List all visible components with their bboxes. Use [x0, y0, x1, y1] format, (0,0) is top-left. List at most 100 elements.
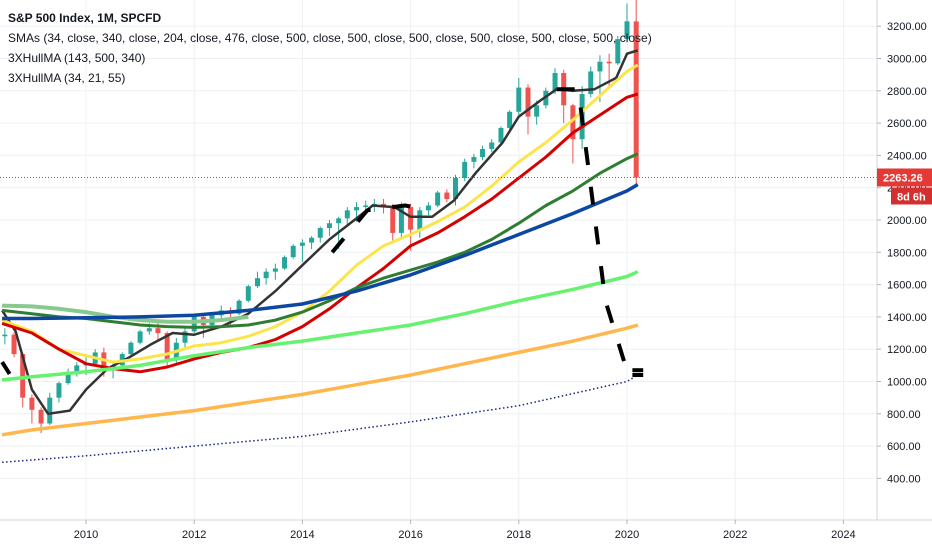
candle-body	[498, 127, 504, 143]
candle-body	[588, 71, 594, 95]
candle-body	[191, 316, 197, 332]
candle-body	[462, 161, 468, 179]
indicator-legend-hull-2[interactable]: 3XHullMA (34, 21, 55)	[8, 71, 126, 85]
price-badges: 2263.26 8d 6h	[877, 168, 932, 205]
candle-body	[38, 409, 44, 424]
candle-body	[137, 331, 143, 343]
indicator-line-7	[1, 323, 639, 437]
candle-body	[65, 371, 71, 384]
candle-body	[254, 278, 260, 287]
candle-body	[480, 148, 486, 158]
candle-body	[615, 39, 621, 64]
candle-body	[597, 61, 603, 72]
candle-body	[2, 334, 8, 337]
candle-body	[471, 157, 477, 162]
y-tick-label: 2800.00	[887, 86, 927, 98]
indicator-lines	[0, 49, 644, 464]
indicator-line-0	[1, 49, 639, 416]
candle-body	[263, 271, 269, 279]
candle-body	[408, 207, 414, 230]
indicator-line-11	[556, 87, 627, 363]
candle-body	[525, 87, 531, 117]
indicator-line-6	[1, 270, 639, 382]
x-tick-label: 2016	[398, 529, 422, 541]
countdown-badge	[891, 187, 932, 205]
candle-body	[363, 205, 369, 208]
candle-body	[317, 228, 323, 238]
candle-body	[11, 334, 17, 355]
candle-body	[29, 397, 35, 410]
y-tick-label: 2400.00	[887, 150, 927, 162]
indicator-line-3	[1, 152, 639, 329]
candle-body	[444, 192, 450, 200]
indicator-legend-hull-1[interactable]: 3XHullMA (143, 500, 340)	[8, 51, 146, 65]
candle-body	[74, 365, 80, 372]
candle-body	[128, 342, 134, 355]
candle-body	[344, 210, 350, 219]
grid	[0, 0, 877, 520]
candle-body	[299, 242, 305, 246]
candle-body	[453, 178, 459, 200]
candle-body	[606, 61, 612, 64]
y-tick-label: 1400.00	[887, 312, 927, 324]
candle-body	[570, 105, 576, 140]
chart-title[interactable]: S&P 500 Index, 1M, SPCFD	[8, 11, 162, 25]
y-tick-label: 600.00	[887, 441, 921, 453]
candle-body	[164, 333, 170, 359]
candle-body	[624, 21, 630, 40]
candle-body	[282, 257, 288, 269]
candle-body	[417, 210, 423, 230]
candle-body	[245, 286, 251, 301]
x-tick-label: 2014	[290, 529, 314, 541]
y-tick-label: 2600.00	[887, 118, 927, 130]
y-tick-label: 1000.00	[887, 377, 927, 389]
candle-body	[146, 328, 152, 332]
y-tick-label: 3400.00	[887, 0, 927, 1]
y-tick-label: 2000.00	[887, 215, 927, 227]
indicator-line-9	[0, 361, 12, 377]
candle-body	[56, 383, 62, 398]
candle-body	[309, 237, 315, 243]
candle-body	[326, 223, 332, 229]
y-tick-label: 800.00	[887, 409, 921, 421]
x-tick-label: 2022	[723, 529, 747, 541]
candle-body	[552, 73, 558, 91]
candle-body	[435, 192, 441, 206]
candle-body	[354, 207, 359, 211]
x-tick-label: 2018	[507, 529, 531, 541]
x-tick-label: 2010	[74, 529, 98, 541]
candle-body	[516, 87, 522, 112]
indicator-line-5	[2, 182, 639, 321]
indicator-legend-smas[interactable]: SMAs (34, close, 340, close, 204, close,…	[8, 31, 652, 45]
candle-body	[336, 218, 342, 224]
candle-body	[182, 331, 188, 343]
y-tick-label: 400.00	[887, 473, 921, 485]
indicator-line-8	[2, 374, 639, 464]
candle-body	[272, 268, 278, 272]
y-tick-label: 3200.00	[887, 21, 927, 33]
x-tick-label: 2020	[615, 529, 639, 541]
candle-body	[290, 245, 296, 258]
candle-body	[534, 105, 540, 117]
y-tick-label: 1600.00	[887, 280, 927, 292]
candle-body	[47, 397, 53, 424]
candle-body	[20, 354, 26, 398]
candle-body	[507, 111, 513, 128]
y-tick-label: 1200.00	[887, 344, 927, 356]
y-tick-label: 1800.00	[887, 247, 927, 259]
candle-body	[398, 207, 404, 233]
countdown-label: 8d 6h	[897, 191, 926, 203]
candle-body	[489, 142, 495, 149]
candle-body	[390, 205, 396, 233]
chart-legend: S&P 500 Index, 1M, SPCFD SMAs (34, close…	[8, 8, 652, 88]
time-axis[interactable]: 2010 2012 2014 2016 2018 2020 2022 2024	[74, 520, 856, 541]
last-price-badge	[877, 168, 932, 187]
x-tick-label: 2012	[182, 529, 206, 541]
candle-body	[236, 300, 242, 314]
indicator-line-1	[1, 63, 639, 364]
candle-body	[633, 21, 639, 178]
candle-body	[155, 328, 161, 334]
